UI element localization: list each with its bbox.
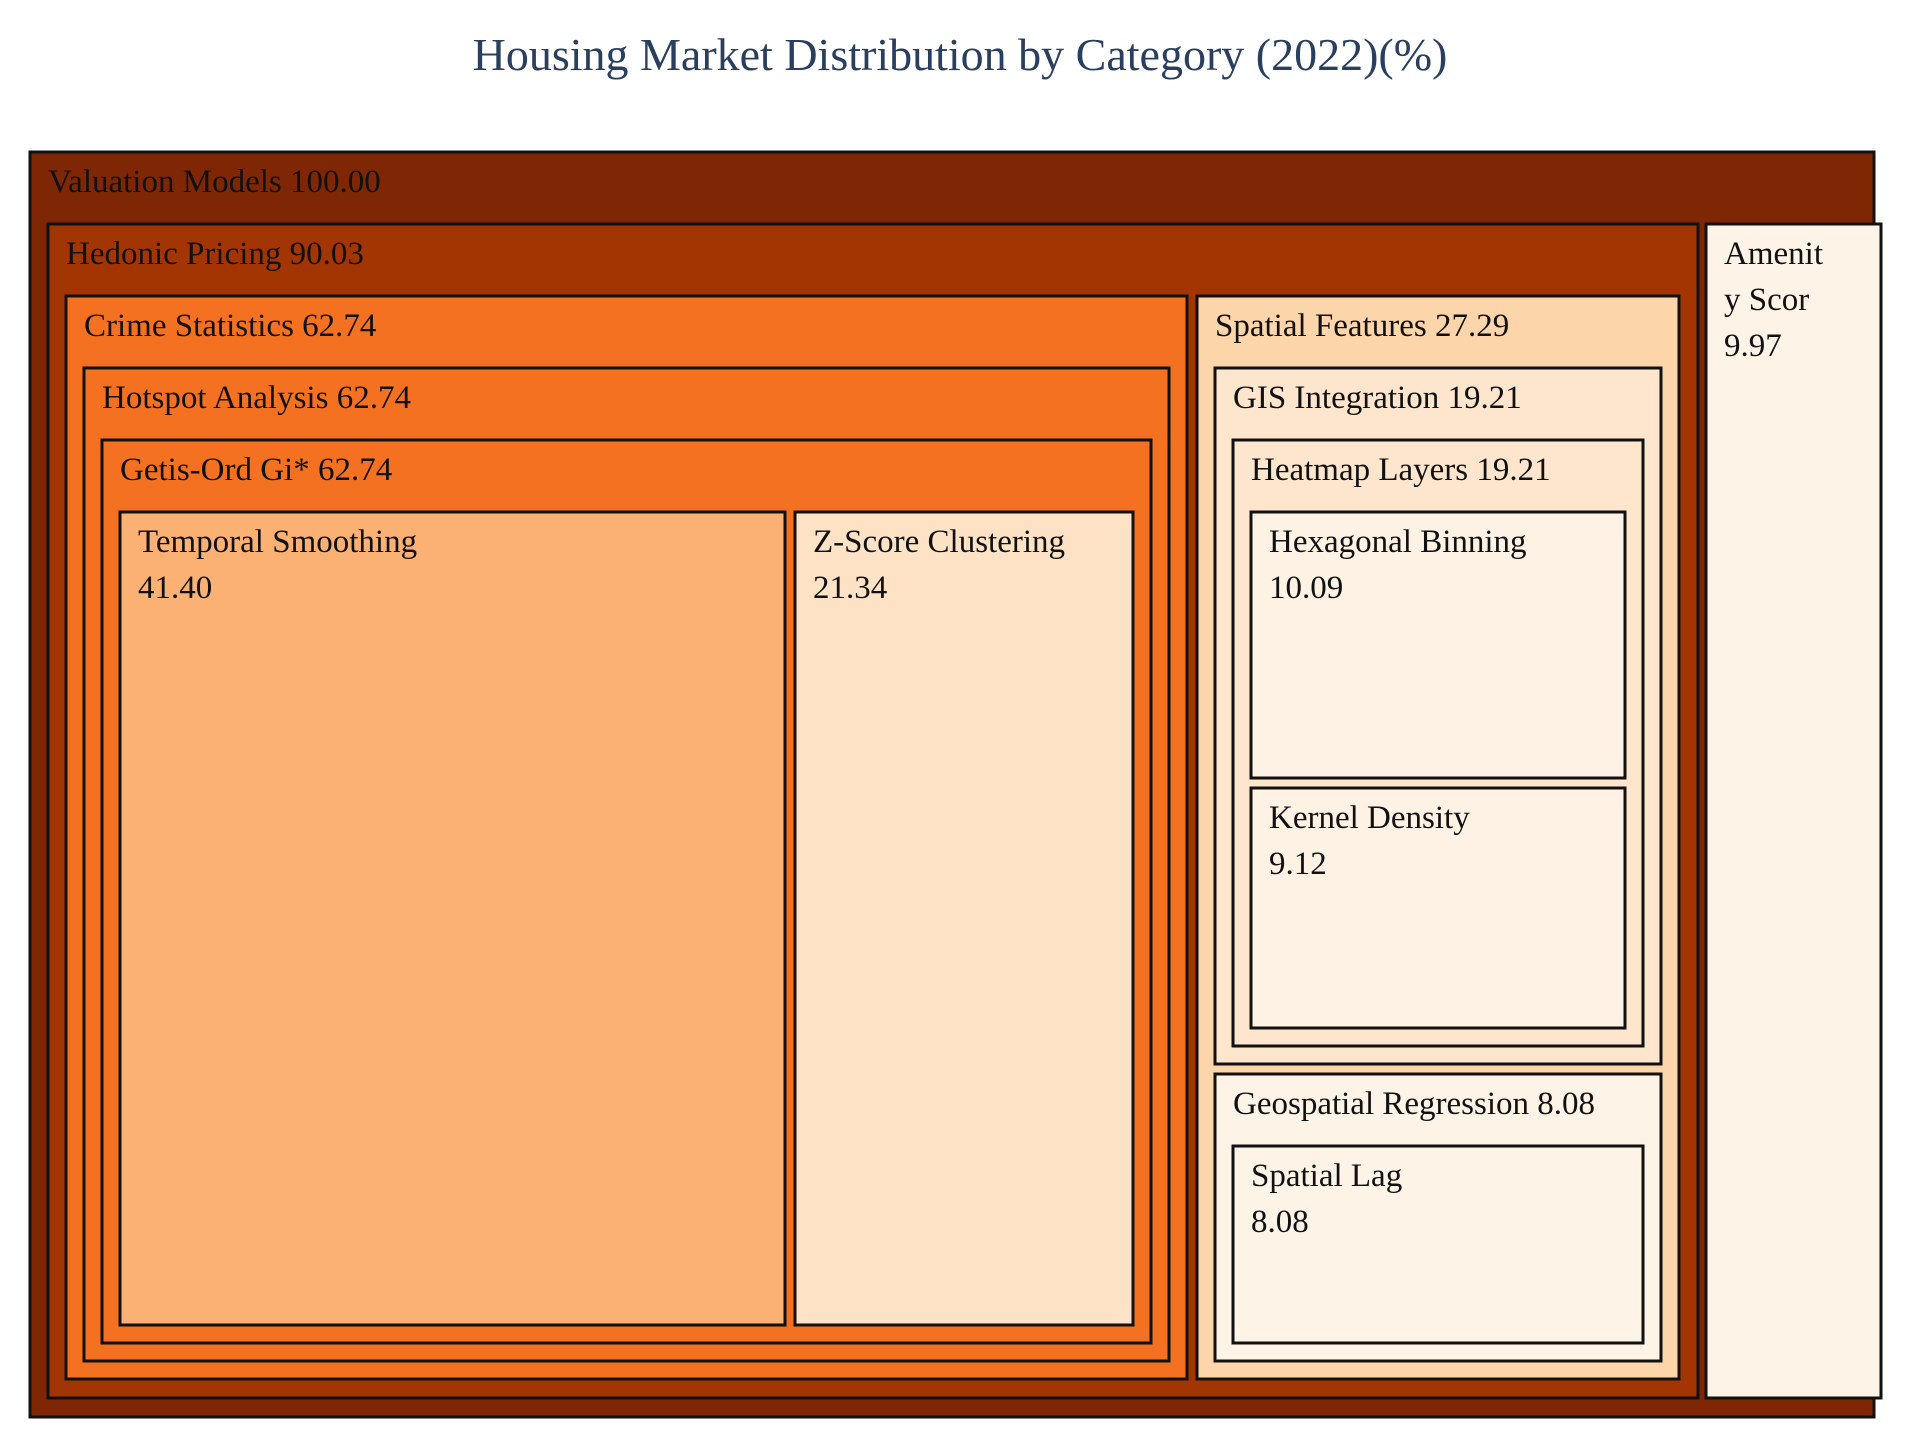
label-getis-ord: Getis-Ord Gi* 62.74 [120,452,392,488]
chart-title: Housing Market Distribution by Category … [472,29,1448,80]
label-crime-statistics: Crime Statistics 62.74 [84,308,376,344]
label-spatial-lag-value: 8.08 [1251,1204,1309,1240]
treemap-node-kernel-density[interactable]: Kernel Density 9.12 [1249,786,1627,1030]
treemap-node-z-score-clustering[interactable]: Z-Score Clustering 21.34 [793,510,1135,1327]
label-amenity-scores-name-0: Amenit [1724,236,1823,272]
label-z-score-clustering-value: 21.34 [813,570,887,606]
label-spatial-features: Spatial Features 27.29 [1215,308,1509,344]
label-valuation-models: Valuation Models 100.00 [48,164,381,200]
treemap-node-spatial-lag[interactable]: Spatial Lag 8.08 [1231,1144,1645,1345]
label-heatmap-layers: Heatmap Layers 19.21 [1251,452,1551,488]
treemap-tile-spatial-lag[interactable] [1231,1144,1645,1345]
treemap-tile-kernel-density[interactable] [1249,786,1627,1030]
treemap-node-temporal-smoothing[interactable]: Temporal Smoothing 41.40 [118,510,787,1327]
label-gis-integration: GIS Integration 19.21 [1233,380,1522,416]
treemap-node-hexagonal-binning[interactable]: Hexagonal Binning 10.09 [1249,510,1627,780]
label-hexagonal-binning-value: 10.09 [1269,570,1343,606]
treemap-tile-temporal-smoothing[interactable] [118,510,787,1327]
label-spatial-lag-name-0: Spatial Lag [1251,1158,1402,1194]
label-amenity-scores-name-1: y Scor [1724,282,1809,318]
label-temporal-smoothing-name-0: Temporal Smoothing [138,524,417,560]
label-kernel-density-name-0: Kernel Density [1269,800,1470,836]
label-hotspot-analysis: Hotspot Analysis 62.74 [102,380,411,416]
treemap-tile-z-score-clustering[interactable] [793,510,1135,1327]
label-kernel-density-value: 9.12 [1269,846,1327,882]
label-z-score-clustering-name-0: Z-Score Clustering [813,524,1065,560]
treemap-tile-amenity-scores[interactable] [1704,222,1883,1400]
label-hexagonal-binning-name-0: Hexagonal Binning [1269,524,1527,560]
label-geospatial-regression: Geospatial Regression 8.08 [1233,1086,1595,1122]
label-temporal-smoothing-value: 41.40 [138,570,212,606]
treemap-tile-hexagonal-binning[interactable] [1249,510,1627,780]
treemap-node-amenity-scores[interactable]: Amenit y Scor 9.97 [1704,222,1883,1400]
label-amenity-scores-value: 9.97 [1724,328,1782,364]
label-hedonic-pricing: Hedonic Pricing 90.03 [66,236,364,272]
